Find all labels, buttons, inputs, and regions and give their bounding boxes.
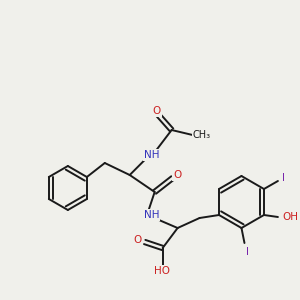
Text: O: O: [134, 235, 142, 245]
Text: HO: HO: [154, 266, 169, 276]
Text: O: O: [173, 170, 182, 180]
Text: CH₃: CH₃: [193, 130, 211, 140]
Text: O: O: [152, 106, 161, 116]
Text: NH: NH: [144, 210, 159, 220]
Text: OH: OH: [282, 212, 298, 222]
Text: I: I: [282, 173, 285, 183]
Text: I: I: [246, 247, 249, 257]
Text: NH: NH: [144, 150, 159, 160]
